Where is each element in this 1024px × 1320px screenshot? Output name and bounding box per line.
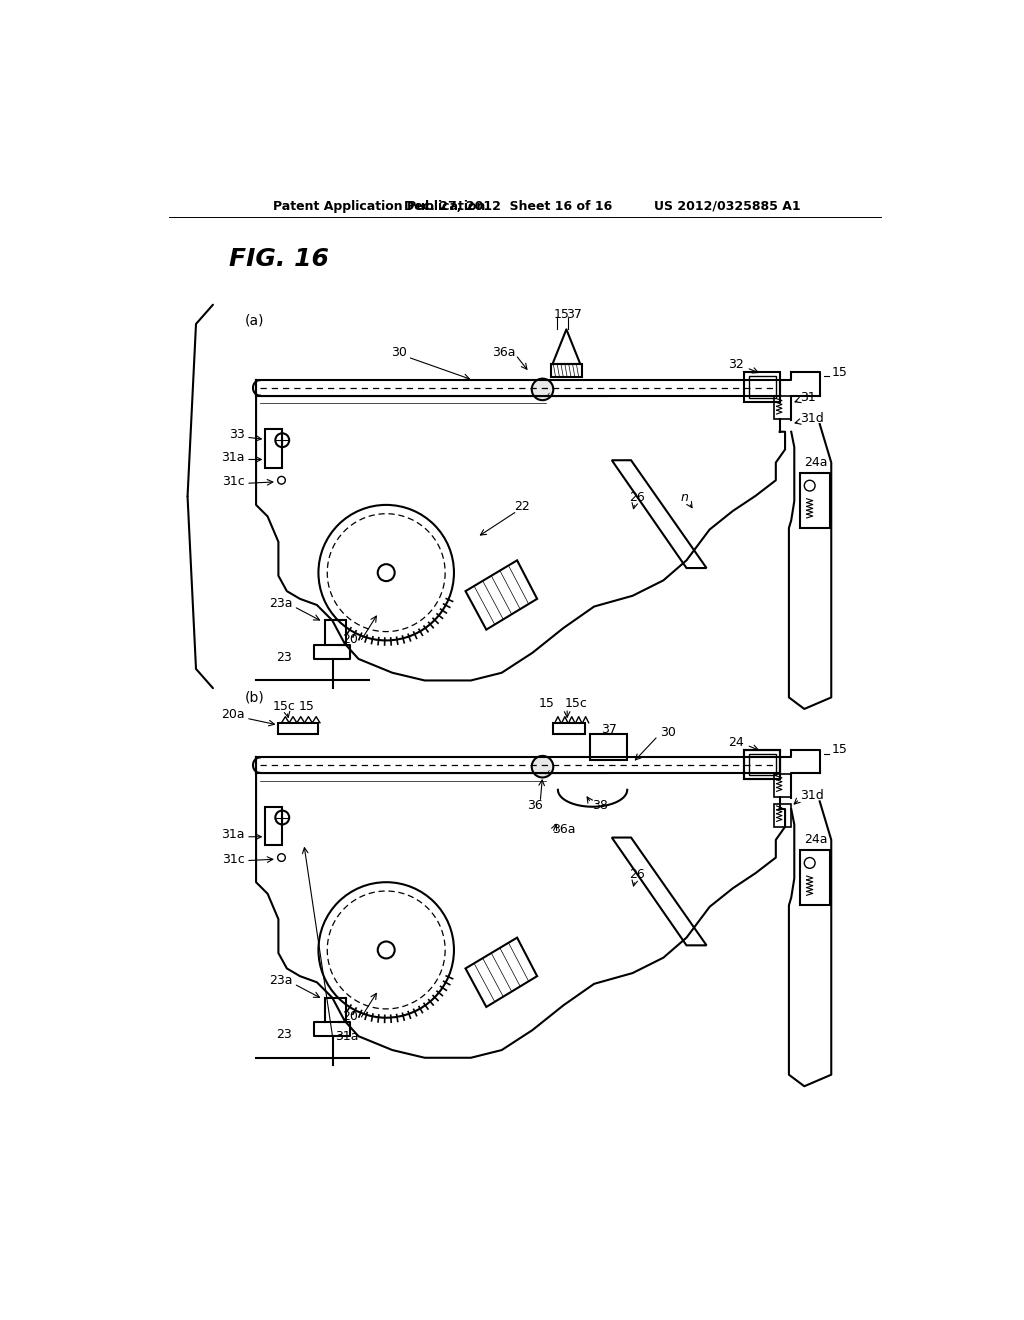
Text: 23: 23 — [276, 1028, 292, 1041]
Text: 15c: 15c — [273, 700, 296, 713]
Text: 15: 15 — [298, 700, 314, 713]
Text: 31c: 31c — [222, 475, 245, 488]
Bar — [749, 376, 776, 397]
Text: 26: 26 — [630, 869, 645, 880]
Bar — [801, 473, 829, 528]
Text: 30: 30 — [660, 726, 676, 739]
Text: 32: 32 — [728, 358, 744, 371]
Text: 30: 30 — [390, 346, 407, 359]
Text: 31a: 31a — [221, 450, 245, 463]
Text: 15: 15 — [553, 308, 569, 321]
Text: 20: 20 — [342, 1010, 357, 1023]
Text: 37: 37 — [601, 723, 616, 737]
Bar — [774, 396, 792, 420]
Bar — [265, 429, 283, 469]
Bar — [801, 850, 829, 906]
Text: 31c: 31c — [222, 853, 245, 866]
Text: 31d: 31d — [801, 412, 824, 425]
Bar — [744, 372, 780, 401]
Bar — [279, 723, 318, 734]
Text: 24a: 24a — [804, 455, 827, 469]
Text: 22: 22 — [514, 500, 529, 513]
Text: n: n — [681, 491, 689, 504]
Text: 23: 23 — [276, 651, 292, 664]
Text: (a): (a) — [245, 313, 264, 327]
Bar — [744, 750, 780, 779]
Text: 15c: 15c — [565, 697, 588, 710]
Text: FIG. 16: FIG. 16 — [229, 247, 329, 271]
Bar — [774, 804, 792, 826]
Text: 23a: 23a — [268, 597, 292, 610]
Circle shape — [531, 379, 553, 400]
Text: US 2012/0325885 A1: US 2012/0325885 A1 — [654, 199, 801, 213]
Bar — [325, 620, 346, 645]
Bar — [553, 723, 585, 734]
Text: 38: 38 — [593, 799, 608, 812]
Text: 15: 15 — [831, 366, 847, 379]
Text: 36a: 36a — [493, 346, 515, 359]
Text: 36a: 36a — [553, 824, 577, 837]
Text: 33: 33 — [228, 428, 245, 441]
Bar — [325, 998, 346, 1022]
Text: 24: 24 — [728, 735, 744, 748]
Text: 36: 36 — [526, 799, 543, 812]
Text: 31a: 31a — [221, 828, 245, 841]
Bar — [551, 364, 582, 378]
Bar — [265, 807, 283, 845]
Text: (b): (b) — [245, 690, 264, 705]
Text: 20: 20 — [342, 634, 357, 647]
Text: 31d: 31d — [801, 789, 824, 803]
Circle shape — [531, 756, 553, 777]
Text: 37: 37 — [566, 308, 583, 321]
Text: 20a: 20a — [221, 708, 245, 721]
Text: 26: 26 — [630, 491, 645, 504]
Text: Dec. 27, 2012  Sheet 16 of 16: Dec. 27, 2012 Sheet 16 of 16 — [403, 199, 612, 213]
Text: 23a: 23a — [268, 974, 292, 987]
Text: 24a: 24a — [804, 833, 827, 846]
Text: 15: 15 — [831, 743, 847, 756]
Text: 15: 15 — [539, 697, 554, 710]
Text: Patent Application Publication: Patent Application Publication — [273, 199, 485, 213]
Bar — [590, 734, 628, 760]
Text: 31: 31 — [801, 391, 816, 404]
Bar — [774, 774, 792, 797]
Text: 31a: 31a — [335, 1030, 358, 1043]
Bar — [744, 750, 780, 779]
Bar — [749, 754, 776, 775]
